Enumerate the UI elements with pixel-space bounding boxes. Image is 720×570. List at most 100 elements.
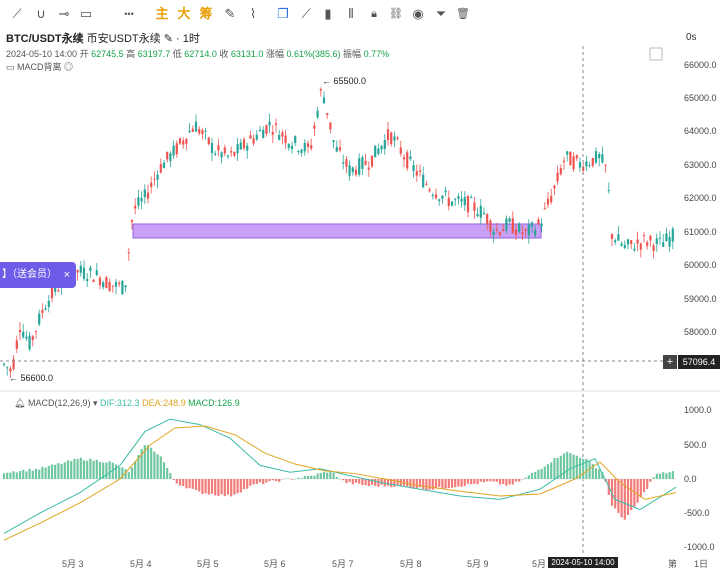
macd-bar (514, 479, 518, 482)
macd-bar (79, 457, 82, 479)
link-icon[interactable]: ⛓︎ (389, 8, 403, 20)
macd-bar (258, 479, 262, 483)
filter-icon[interactable]: ⏷ (435, 6, 447, 21)
candle-body (121, 280, 124, 295)
visibility-icon[interactable]: ◎ (64, 62, 74, 72)
layers-icon[interactable]: ❐ (277, 6, 289, 21)
chip-button[interactable]: 筹 (199, 6, 213, 21)
main-indicator-button[interactable]: 主 (155, 6, 169, 21)
symbol-title[interactable]: BTC/USDT永续 币安USDT永续 ✎ · 1时 (6, 30, 200, 46)
macd-bar (60, 463, 63, 479)
candle-body (284, 135, 287, 144)
candle-body (505, 218, 508, 231)
fullscreen-icon[interactable] (649, 47, 663, 61)
macd-bar (201, 479, 204, 495)
close-icon[interactable]: × (63, 269, 70, 281)
trend-line-icon[interactable]: ⟋ (12, 6, 22, 21)
candle-body (466, 195, 470, 213)
pattern-icon[interactable]: ⌇ (249, 6, 257, 21)
rectangle-icon[interactable]: ▭ (79, 6, 93, 21)
macd-bar (415, 479, 418, 489)
curve-icon[interactable]: ∪ (36, 6, 46, 21)
candle-body (38, 313, 41, 325)
collapse-icon[interactable]: ▭ (6, 62, 15, 72)
candle-body (162, 162, 166, 169)
candle-body (508, 218, 511, 222)
candle-body (262, 130, 265, 139)
macd-bar (274, 479, 278, 482)
macd-bar (386, 479, 390, 486)
chevron-down-icon[interactable]: ▾ (93, 398, 98, 408)
interval-selector[interactable]: · 1时 (175, 33, 200, 45)
promo-banner[interactable]: 】（送会员） × (0, 262, 76, 288)
macd-bar (188, 479, 191, 489)
candle-body (518, 223, 521, 232)
candle-body (399, 147, 402, 154)
macd-bar (434, 479, 438, 489)
ruler-icon[interactable]: ⟋ (301, 6, 311, 21)
macd-bar (662, 472, 665, 479)
macd-name: MACD(12,26,9) (27, 398, 91, 408)
candle-body (252, 138, 255, 144)
dea-line (3, 425, 677, 541)
macd-bar (15, 472, 18, 479)
bell-icon[interactable]: 🔔︎ (14, 398, 26, 408)
candle-body (377, 148, 380, 155)
candle-body (502, 229, 505, 232)
macd-bar (130, 467, 134, 479)
macd-bar (652, 477, 655, 479)
volume-icon[interactable]: ▮ (324, 6, 332, 21)
candle-body (9, 368, 12, 372)
macd-bar (220, 479, 223, 495)
add-alert-button[interactable]: + (663, 355, 677, 369)
candle-icon[interactable]: ⫴ (348, 6, 354, 21)
indicator-legend[interactable]: ▭ MACD背离 ◎ (6, 60, 73, 73)
candle-body (92, 279, 95, 282)
candle-body (210, 143, 214, 153)
macd-bar (265, 479, 268, 483)
candle-body (601, 154, 604, 163)
candle-body (326, 113, 329, 116)
macd-bar (454, 479, 457, 488)
macd-bar (598, 469, 601, 479)
eye-icon[interactable]: ◉ (412, 6, 424, 21)
candle-body (495, 229, 498, 231)
lock-icon[interactable]: 🔒︎ (371, 8, 377, 20)
macd-bar (431, 479, 434, 490)
macd-bar (348, 479, 351, 482)
horizontal-ray-icon[interactable]: ⊸ (58, 6, 70, 21)
macd-bar (185, 479, 188, 489)
macd-bar (537, 469, 540, 479)
candle-body (239, 142, 242, 150)
highlight-zone[interactable] (132, 223, 542, 239)
macd-bar (530, 473, 534, 479)
crosshair-price: 57096.4 (678, 355, 720, 369)
candle-body (34, 331, 38, 333)
macd-bar (204, 479, 207, 494)
macd-bar (521, 479, 524, 480)
candle-body (242, 139, 246, 149)
macd-bar (73, 458, 76, 479)
candle-body (556, 172, 559, 182)
more-icon[interactable]: ••• (124, 9, 134, 19)
macd-bar (543, 466, 546, 479)
note-icon[interactable]: ✎ (224, 6, 236, 21)
candle-body (546, 198, 550, 205)
candle-body (86, 278, 89, 282)
candle-body (534, 230, 537, 236)
macd-bar (194, 479, 198, 490)
macd-bar (198, 479, 201, 492)
trash-icon[interactable]: 🗑︎ (456, 8, 470, 20)
high-value: 63197.7 (137, 49, 171, 59)
macd-legend[interactable]: 🔔︎ MACD(12,26,9) ▾ DIF:312.3 DEA:248.9 M… (14, 398, 240, 409)
macd-bar (297, 477, 300, 479)
candle-body (364, 160, 367, 165)
macd-bar (620, 479, 623, 518)
candle-body (550, 195, 553, 203)
big-order-button[interactable]: 大 (177, 6, 191, 21)
edit-icon[interactable]: ✎ (163, 33, 173, 45)
macd-bar (668, 472, 671, 479)
low-annotation: ← 56600.0 (9, 373, 54, 383)
macd-bar (246, 479, 249, 489)
